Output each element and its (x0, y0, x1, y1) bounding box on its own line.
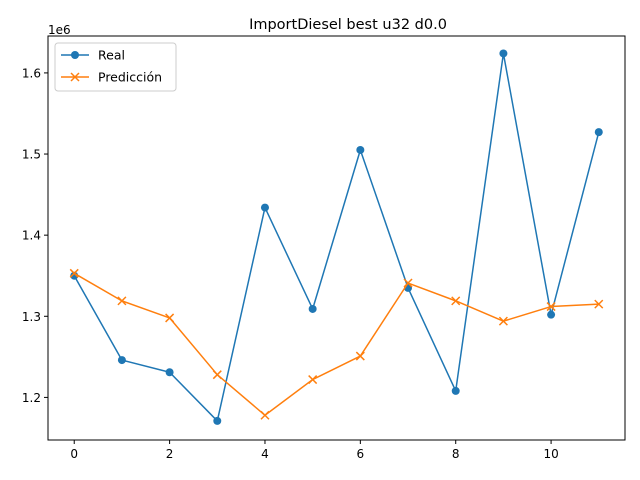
series-line (73, 272, 599, 417)
data-point-circle (356, 145, 365, 154)
data-point-x (498, 316, 508, 326)
data-point-x (117, 296, 127, 306)
y-tick-label: 1.4 (22, 229, 41, 243)
plot-area (47, 35, 626, 441)
x-tick-label: 6 (357, 447, 365, 461)
y-tick-label: 1.5 (22, 148, 41, 162)
chart-title: ImportDiesel best u32 d0.0 (249, 17, 447, 33)
x-tick-label: 8 (452, 447, 460, 461)
legend-marker-x (70, 72, 80, 82)
y-tick-label: 1.3 (22, 310, 41, 324)
legend-marker-circle (71, 51, 79, 59)
data-point-x (212, 370, 222, 380)
series-prediccion (69, 268, 604, 420)
data-point-circle (308, 304, 317, 313)
x-axis-ticks: 0 2 4 6 8 10 (70, 440, 559, 461)
legend-item: Predicción (61, 70, 162, 85)
data-point-x (308, 375, 318, 385)
x-tick-label: 10 (543, 447, 558, 461)
data-point-x (451, 296, 461, 306)
data-point-x (403, 278, 413, 288)
data-point-x (260, 410, 270, 420)
data-point-x (355, 351, 365, 361)
y-tick-label: 1.6 (22, 66, 41, 80)
series-layer (69, 49, 604, 425)
legend-label: Predicción (98, 70, 162, 85)
data-point-x (594, 299, 604, 309)
plot-frame (47, 35, 626, 441)
data-point-x (69, 268, 79, 278)
legend: Real Predicción (54, 42, 177, 92)
data-point-circle (213, 416, 222, 425)
data-point-circle (260, 203, 269, 212)
data-point-circle (547, 310, 556, 319)
x-tick-label: 0 (70, 447, 78, 461)
y-axis-offset-label: 1e6 (48, 23, 71, 37)
legend-label: Real (98, 48, 125, 63)
legend-item: Real (61, 48, 125, 63)
x-tick-label: 2 (166, 447, 174, 461)
data-point-circle (594, 128, 603, 137)
series-line (73, 52, 600, 422)
y-tick-label: 1.2 (22, 391, 41, 405)
data-point-circle (451, 386, 460, 395)
data-point-x (165, 313, 175, 323)
data-point-circle (165, 368, 174, 377)
data-point-x (546, 302, 556, 312)
data-point-circle (117, 356, 126, 365)
x-tick-label: 4 (261, 447, 269, 461)
data-point-circle (499, 49, 508, 58)
y-axis-ticks: 1.2 1.3 1.4 1.5 1.6 (22, 66, 48, 405)
